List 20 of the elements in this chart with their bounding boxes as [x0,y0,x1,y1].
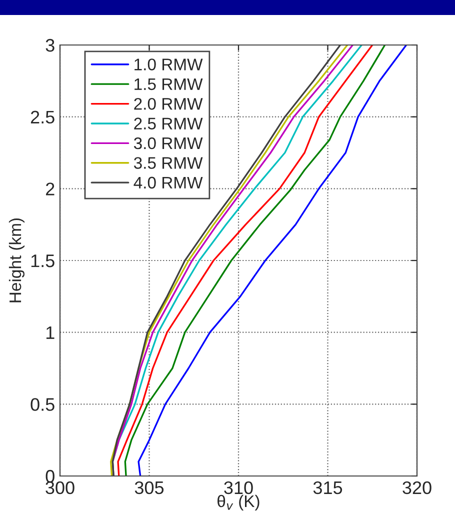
x-tick-label: 305 [134,481,164,494]
legend-label: 2.0 RMW [134,98,203,110]
legend-label: 4.0 RMW [134,176,203,189]
legend-label: 3.5 RMW [134,157,203,169]
x-axis-title: θ$_{v}$ (K) [218,494,260,510]
legend-label: 1.0 RMW [134,58,203,70]
y-tick-label: 3 [46,38,54,52]
legend-label: 1.5 RMW [134,78,203,90]
legend-label: 3.0 RMW [134,137,203,150]
y-tick-label: 1 [46,326,54,339]
y-tick-label: 1.5 [31,254,54,268]
x-tick-label: 315 [313,481,342,494]
y-tick-label: 2.5 [30,110,54,124]
x-tick-label: 310 [224,481,253,494]
y-tick-label: 0.5 [30,398,54,411]
x-tick-label: 320 [402,481,432,494]
x-tick-label: 300 [46,481,74,494]
legend-label: 2.5 RMW [134,118,203,130]
y-axis-title: Height (km) [8,218,24,302]
y-tick-label: 2 [46,182,54,196]
